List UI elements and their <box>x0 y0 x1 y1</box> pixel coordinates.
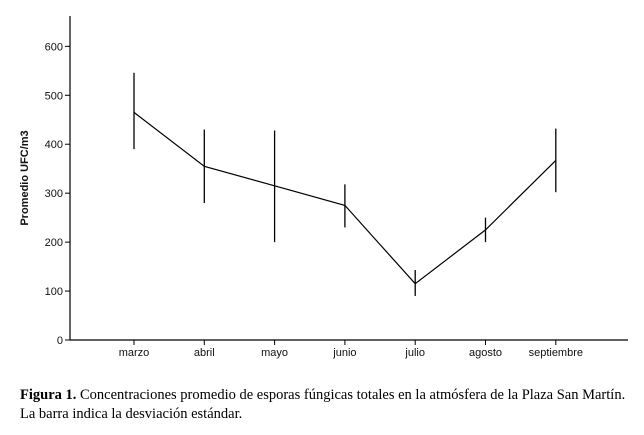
error-bars <box>133 72 557 296</box>
y-tick-label: 600 <box>45 41 63 53</box>
x-tick-label: abril <box>194 347 215 359</box>
y-axis-ticks: 0 100 200 300 400 500 600 <box>45 41 70 347</box>
chart-axes <box>69 16 628 341</box>
y-tick-label: 500 <box>45 90 63 102</box>
x-axis-ticks: marzo abril mayo junio julio agosto septiembre <box>119 340 583 359</box>
x-tick-label: junio <box>332 347 356 359</box>
caption-text: Concentraciones promedio de esporas fúng… <box>20 387 626 422</box>
figure-caption: Figura 1. Concentraciones promedio de es… <box>20 386 636 424</box>
x-tick-label: mayo <box>261 347 288 359</box>
line-chart: 0 100 200 300 400 500 600 marzo abril mayo junio j… <box>19 16 628 359</box>
caption-label: Figura 1. <box>20 387 77 403</box>
y-tick-label: 100 <box>45 286 63 298</box>
x-tick-label: julio <box>404 347 425 359</box>
y-tick-label: 300 <box>45 188 63 200</box>
y-tick-label: 400 <box>45 139 63 151</box>
y-tick-label: 0 <box>57 335 63 347</box>
x-tick-label: septiembre <box>529 347 583 359</box>
series-lines <box>133 111 557 285</box>
y-tick-label: 200 <box>45 237 63 249</box>
x-tick-label: agosto <box>469 347 502 359</box>
series-line <box>133 111 557 285</box>
y-axis-label: Promedio UFC/m3 <box>19 130 31 225</box>
x-tick-label: marzo <box>119 347 150 359</box>
